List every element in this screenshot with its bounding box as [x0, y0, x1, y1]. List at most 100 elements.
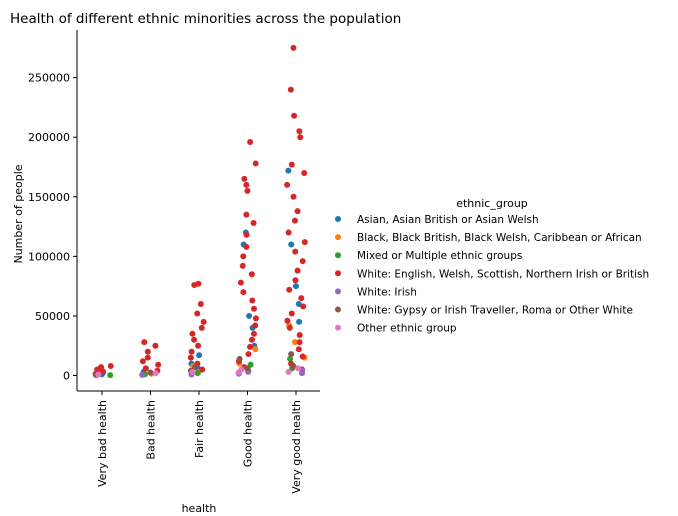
- legend-marker: [335, 270, 341, 277]
- data-point: [152, 370, 159, 377]
- y-tick-label: 0: [63, 370, 70, 383]
- data-point: [287, 355, 294, 362]
- legend-title: ethnic_group: [456, 197, 528, 210]
- data-point: [240, 289, 247, 296]
- data-point: [192, 364, 199, 371]
- legend-marker: [335, 216, 341, 222]
- legend-label: Asian, Asian British or Asian Welsh: [357, 214, 539, 226]
- data-point: [139, 358, 146, 365]
- data-point: [301, 239, 308, 246]
- data-point: [290, 362, 297, 369]
- legend-label: Black, Black British, Black Welsh, Carib…: [357, 232, 642, 244]
- y-tick-label: 100000: [28, 250, 70, 263]
- data-point: [200, 318, 207, 325]
- data-point: [194, 310, 201, 317]
- data-point: [290, 44, 297, 51]
- data-point: [296, 339, 303, 346]
- data-point: [294, 267, 301, 274]
- data-point: [194, 370, 201, 377]
- data-point: [248, 336, 255, 343]
- data-point: [250, 305, 257, 312]
- data-point: [191, 281, 198, 288]
- data-point: [288, 310, 295, 317]
- data-point: [296, 128, 303, 135]
- data-point: [294, 208, 301, 215]
- data-point: [291, 112, 298, 119]
- legend-label: White: Irish: [357, 286, 417, 298]
- data-point: [237, 279, 244, 286]
- data-point: [246, 312, 253, 319]
- data-point: [243, 181, 250, 188]
- data-point: [284, 181, 291, 188]
- data-point: [189, 330, 196, 337]
- data-point: [300, 303, 307, 310]
- data-point: [298, 295, 305, 302]
- y-ticks: 0 50000 100000 150000 200000 250000: [28, 72, 77, 383]
- data-point: [95, 371, 102, 378]
- data-point: [239, 262, 246, 269]
- chart-title: Health of different ethnic minorities ac…: [10, 11, 401, 27]
- legend-marker: [335, 324, 341, 331]
- data-point: [252, 322, 259, 329]
- data-point: [139, 371, 146, 378]
- data-point: [295, 365, 302, 372]
- y-tick-label: 250000: [28, 72, 70, 85]
- data-point: [288, 241, 295, 248]
- data-point: [243, 211, 250, 218]
- data-point: [198, 324, 205, 331]
- data-point: [152, 342, 159, 349]
- data-point: [247, 343, 254, 350]
- data-point: [290, 193, 297, 200]
- data-point: [295, 346, 302, 353]
- x-tick-label: Fair health: [193, 400, 206, 458]
- data-point: [244, 365, 251, 372]
- data-point: [107, 362, 114, 369]
- y-tick-label: 50000: [35, 310, 70, 323]
- x-tick-label: Very bad health: [96, 400, 109, 487]
- data-point: [285, 229, 292, 236]
- data-point: [144, 354, 151, 361]
- data-point: [296, 318, 303, 325]
- data-point: [252, 346, 259, 353]
- x-axis-label: health: [182, 502, 217, 515]
- data-point: [297, 134, 304, 141]
- plot-area: [92, 44, 308, 379]
- data-point: [247, 138, 254, 145]
- data-point: [147, 369, 154, 376]
- data-point: [240, 253, 247, 260]
- data-point: [299, 258, 306, 265]
- data-point: [296, 332, 303, 339]
- data-point: [144, 348, 151, 355]
- data-point: [189, 368, 196, 375]
- data-point: [142, 365, 149, 372]
- data-point: [243, 231, 250, 238]
- legend-label: White: Gypsy or Irish Traveller, Roma or…: [357, 305, 633, 317]
- legend-label: Other ethnic group: [357, 323, 457, 335]
- data-point: [284, 317, 291, 324]
- data-point: [248, 271, 255, 278]
- data-point: [288, 161, 295, 168]
- data-point: [187, 354, 194, 361]
- data-point: [155, 361, 162, 368]
- data-point: [241, 175, 248, 182]
- data-point: [250, 220, 257, 227]
- legend-label: Mixed or Multiple ethnic groups: [357, 250, 522, 262]
- data-point: [199, 366, 206, 373]
- legend: ethnic_group Asian, Asian British or Asi…: [335, 197, 649, 335]
- x-ticks: Very bad health Bad health Fair health Good…: [96, 391, 303, 494]
- data-point: [245, 351, 252, 358]
- data-point: [292, 277, 299, 284]
- x-tick-label: Very good health: [290, 400, 303, 494]
- data-point: [288, 351, 295, 358]
- data-point: [191, 336, 198, 343]
- data-point: [252, 160, 259, 167]
- data-point: [286, 286, 293, 293]
- legend-marker: [335, 288, 341, 295]
- legend-marker: [335, 252, 341, 259]
- data-point: [285, 167, 292, 174]
- data-point: [188, 348, 195, 355]
- data-point: [286, 324, 293, 331]
- data-point: [292, 283, 299, 290]
- legend-marker: [335, 234, 341, 241]
